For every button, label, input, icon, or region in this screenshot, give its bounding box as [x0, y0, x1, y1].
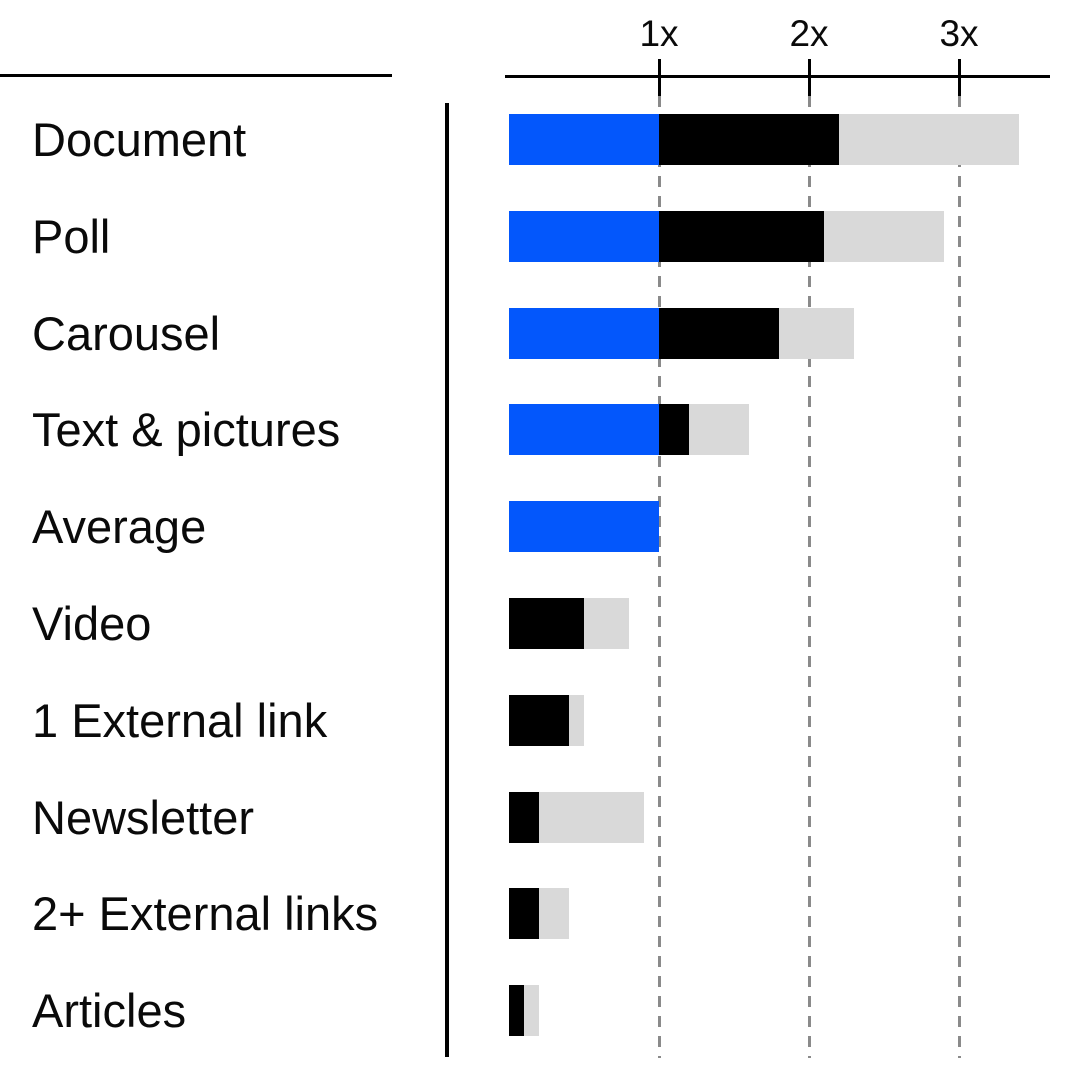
bar-segment-gray: [539, 791, 644, 843]
category-label: Average: [32, 500, 207, 554]
x-axis-line: [505, 75, 1050, 78]
axis-tick-label-1x: 1x: [639, 13, 679, 54]
bar-segment-black: [659, 210, 824, 262]
category-label: Poll: [32, 209, 111, 263]
category-label: Text & pictures: [32, 403, 341, 457]
bar-segment-blue: [509, 404, 659, 456]
bar-segment-black: [509, 791, 539, 843]
bar-segment-blue: [509, 307, 659, 359]
axis-tick-3x: [957, 59, 961, 97]
bar-segment-black: [509, 694, 569, 746]
bar-segment-gray: [584, 598, 629, 649]
bar-segment-blue: [509, 210, 659, 262]
bar-segment-blue: [509, 501, 659, 553]
bar-segment-black: [509, 985, 524, 1037]
label-column-top-rule: [0, 74, 392, 77]
bar-segment-black: [659, 307, 779, 359]
bar-segment-black: [509, 598, 584, 649]
category-label: Video: [32, 597, 152, 650]
category-axis-line: [445, 103, 449, 1057]
gridline-1x: [657, 96, 661, 1058]
category-label: 1 External link: [32, 693, 328, 747]
bar-segment-gray: [569, 694, 584, 746]
axis-tick-label-3x: 3x: [939, 13, 979, 54]
axis-tick-2x: [807, 59, 811, 97]
category-label: 2+ External links: [32, 887, 379, 941]
axis-tick-1x: [657, 59, 661, 97]
gridline-3x: [957, 96, 961, 1058]
bar-segment-gray: [689, 404, 749, 456]
gridline-2x: [807, 96, 811, 1058]
category-label: Newsletter: [32, 790, 255, 844]
bar-segment-black: [659, 114, 839, 165]
bar-segment-gray: [779, 307, 854, 359]
bar-segment-blue: [509, 114, 659, 165]
category-label: Articles: [32, 984, 187, 1038]
bar-segment-gray: [839, 114, 1019, 165]
category-label: Document: [32, 113, 247, 166]
bar-segment-black: [509, 888, 539, 940]
category-label: Carousel: [32, 306, 221, 360]
bar-segment-gray: [824, 210, 944, 262]
bar-segment-black: [659, 404, 689, 456]
axis-tick-label-2x: 2x: [789, 13, 829, 54]
bar-segment-gray: [524, 985, 539, 1037]
bar-segment-gray: [539, 888, 569, 940]
